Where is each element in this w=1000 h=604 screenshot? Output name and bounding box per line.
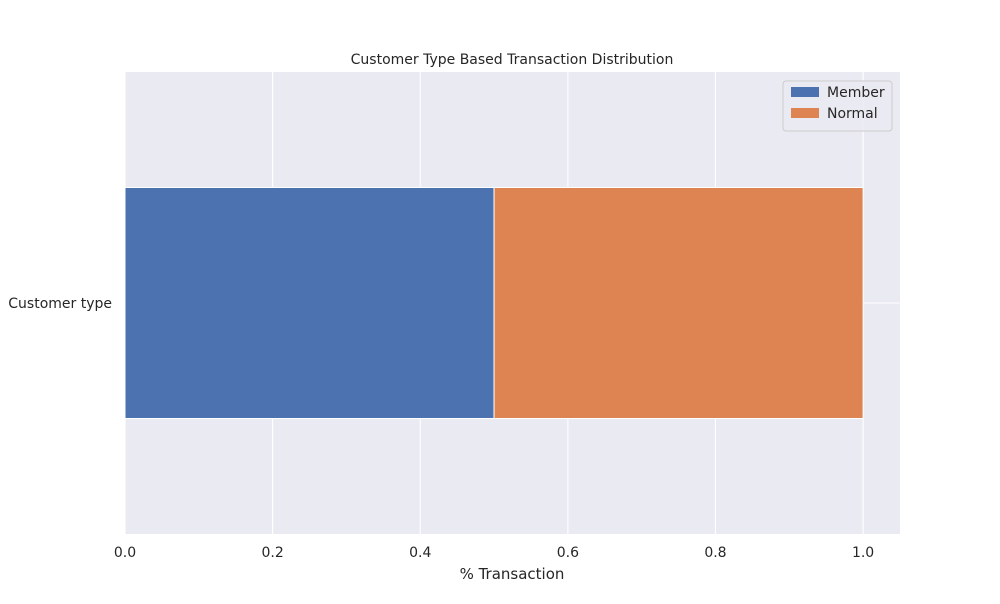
y-axis-categories: Customer type [8,296,112,312]
x-axis-label: % Transaction [460,565,565,583]
x-tick-label: 1.0 [852,545,874,561]
legend-label-member: Member [827,85,885,101]
bar-member [124,187,495,419]
bar-normal [493,187,864,419]
x-tick-label: 0.6 [557,545,579,561]
y-category-label: Customer type [8,296,112,312]
x-tick-label: 0.2 [261,545,283,561]
legend: Member Normal [782,80,893,132]
chart-title: Customer Type Based Transaction Distribu… [351,52,674,68]
legend-swatch-normal [791,108,819,118]
legend-label-normal: Normal [827,106,878,122]
x-tick-label: 0.0 [114,545,136,561]
bars [124,187,864,419]
legend-swatch-member [791,87,819,97]
x-axis-ticks: 0.0 0.2 0.4 0.6 0.8 1.0 [114,545,874,561]
x-tick-label: 0.4 [409,545,431,561]
x-tick-label: 0.8 [704,545,726,561]
